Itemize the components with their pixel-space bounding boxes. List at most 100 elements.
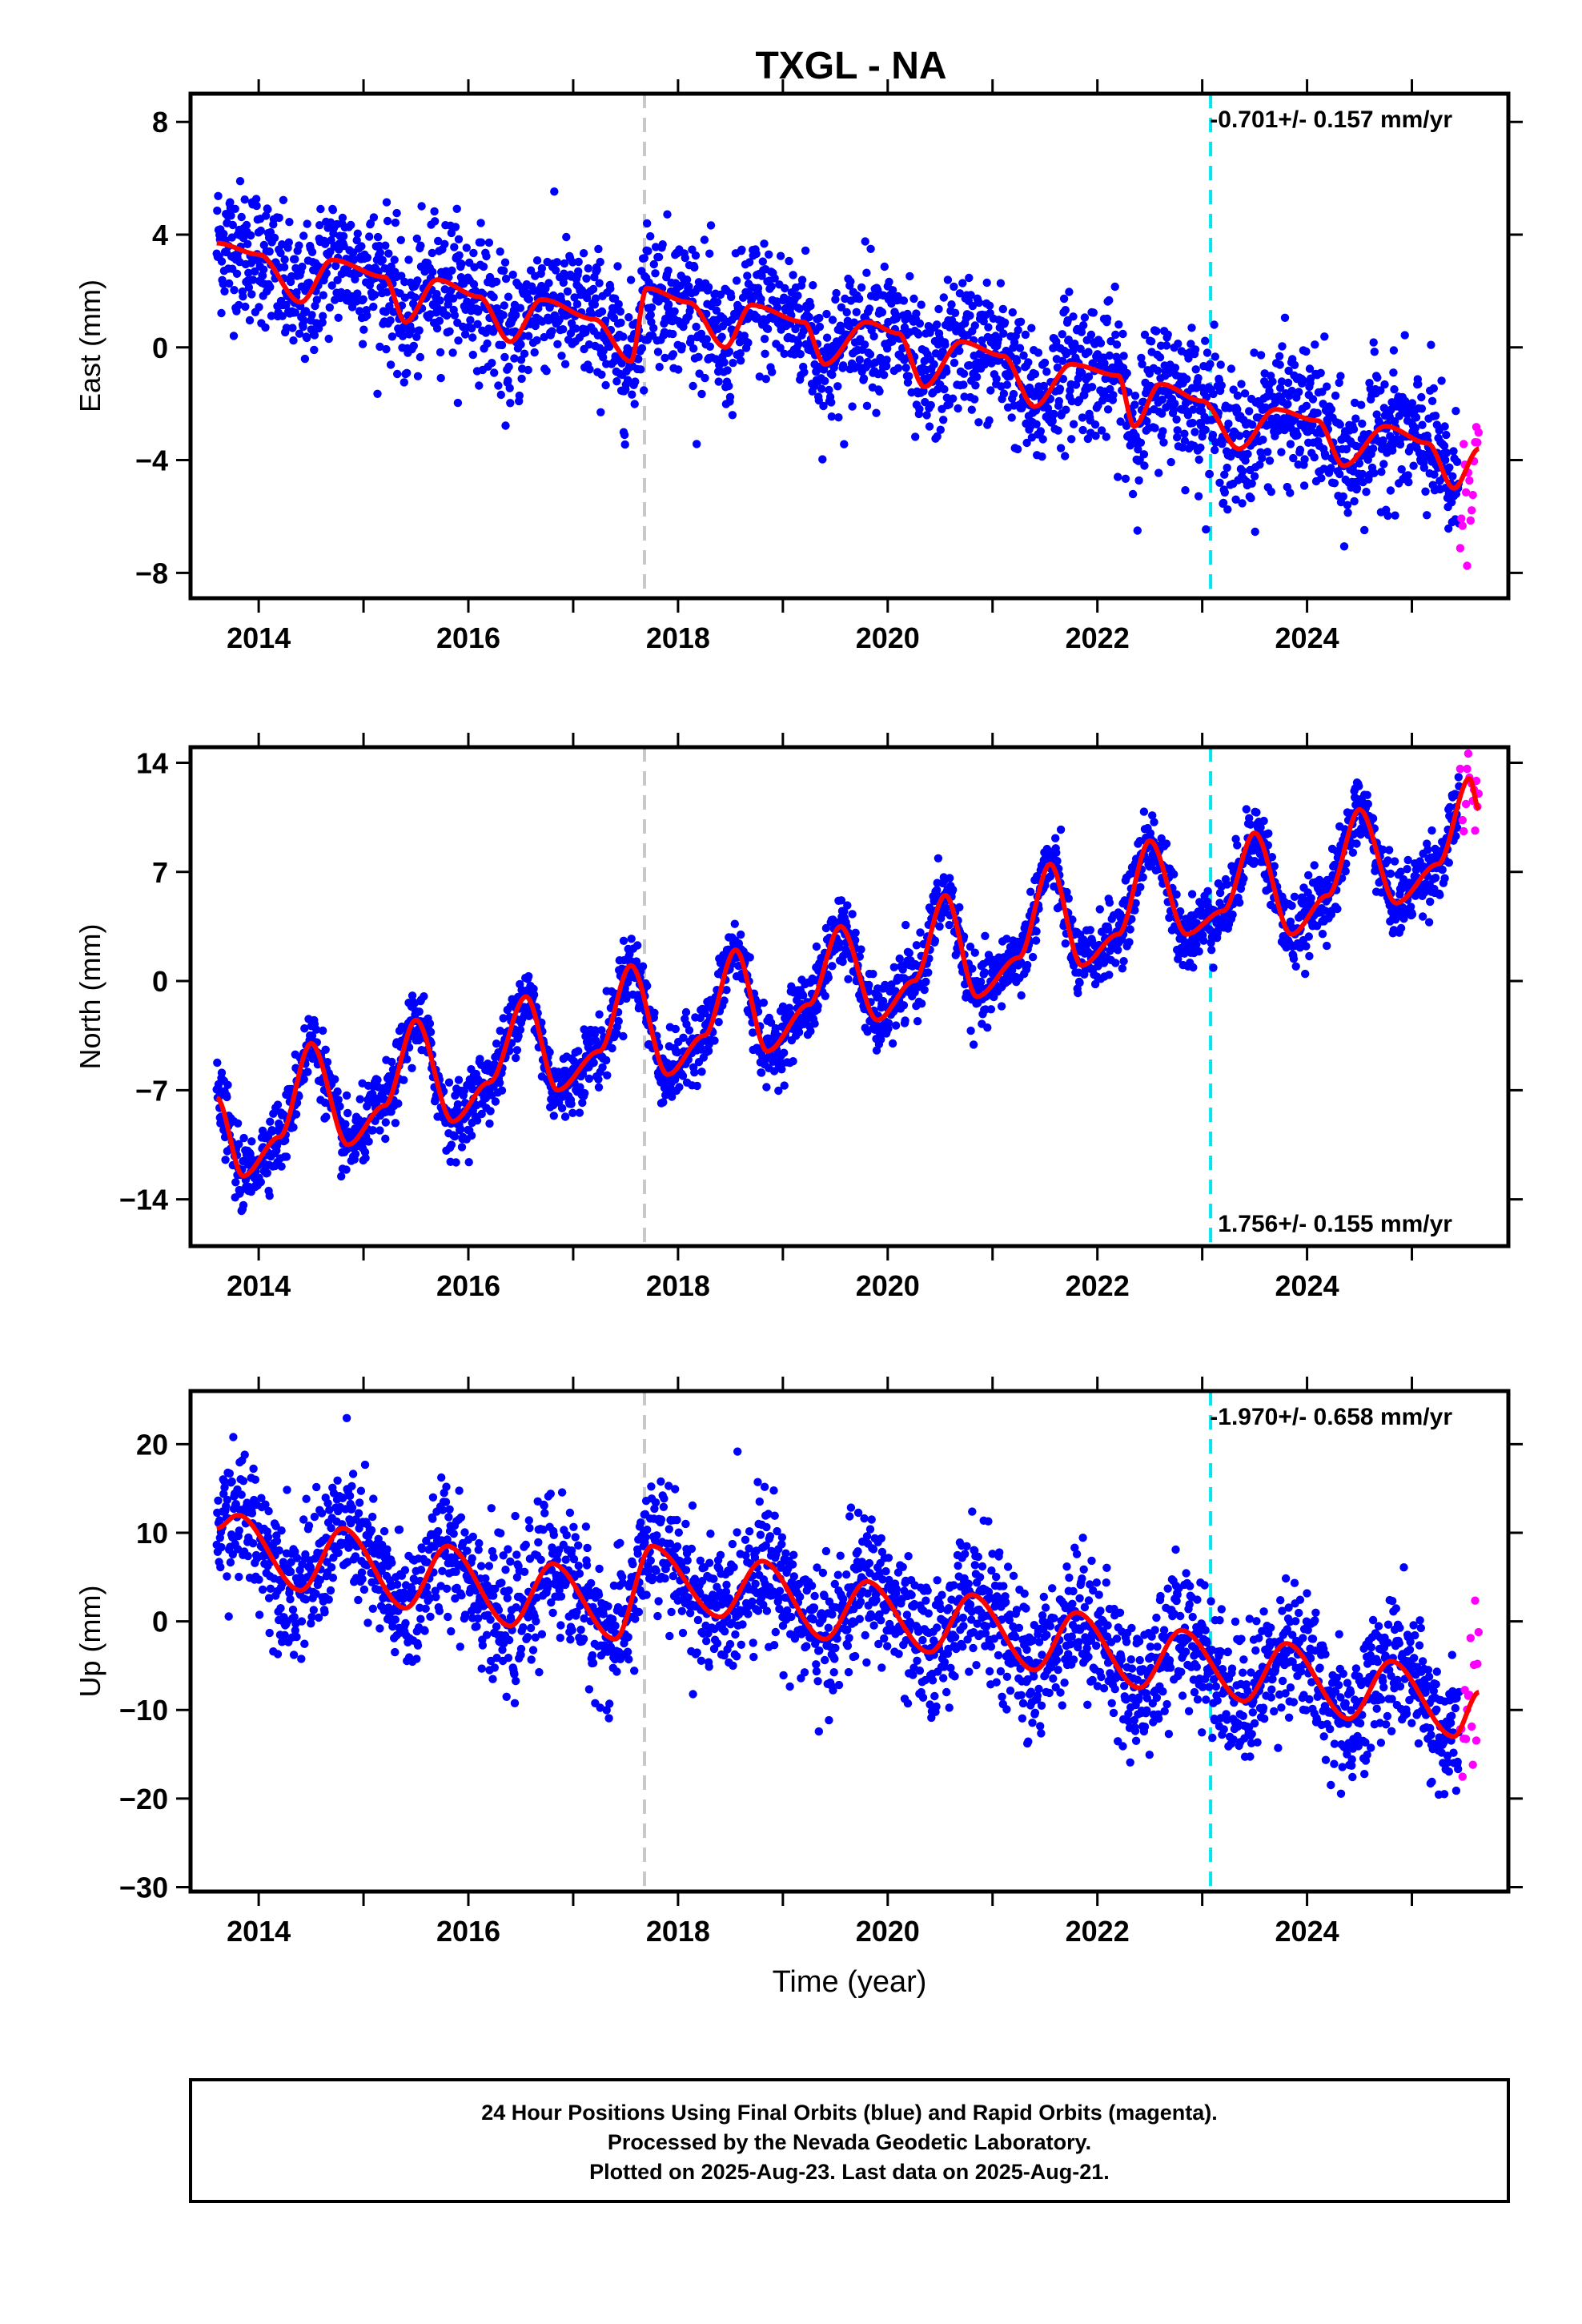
east-final-point bbox=[665, 300, 673, 309]
east-final-point bbox=[925, 422, 934, 431]
east-final-point bbox=[862, 268, 871, 277]
east-final-point bbox=[516, 304, 525, 312]
east-final-point bbox=[553, 340, 562, 348]
north-final-point bbox=[730, 919, 739, 928]
east-final-point bbox=[1019, 351, 1028, 360]
east-final-point bbox=[702, 335, 711, 344]
east-final-point bbox=[448, 348, 457, 357]
east-final-point bbox=[1105, 351, 1114, 360]
east-final-point bbox=[617, 359, 626, 368]
east-final-point bbox=[706, 221, 716, 230]
east-final-point bbox=[328, 206, 338, 215]
north-final-point bbox=[901, 1016, 909, 1025]
east-final-point bbox=[1111, 330, 1120, 340]
north-final-point bbox=[594, 1075, 603, 1084]
east-final-point bbox=[799, 327, 808, 336]
east-final-point bbox=[842, 308, 851, 317]
north-final-point bbox=[986, 1005, 996, 1014]
east-final-point bbox=[797, 275, 807, 284]
east-final-point bbox=[500, 301, 508, 310]
east-final-point bbox=[532, 256, 542, 265]
east-final-point bbox=[720, 358, 729, 367]
north-final-point bbox=[323, 1058, 332, 1067]
east-final-point bbox=[1351, 398, 1359, 408]
north-final-point bbox=[266, 1117, 275, 1126]
north-final-point bbox=[891, 1021, 901, 1030]
north-final-point bbox=[780, 1048, 789, 1057]
east-final-point bbox=[677, 342, 686, 351]
east-final-point bbox=[351, 275, 359, 283]
north-final-point bbox=[391, 1119, 400, 1128]
east-velocity-label: -0.701+/- 0.157 mm/yr bbox=[1210, 107, 1452, 133]
east-final-point bbox=[582, 274, 591, 283]
east-final-point bbox=[950, 282, 958, 292]
north-final-point bbox=[806, 1027, 815, 1035]
east-final-point bbox=[449, 294, 458, 303]
east-final-point bbox=[1012, 356, 1022, 365]
east-final-point bbox=[1302, 401, 1311, 410]
east-final-point bbox=[557, 352, 566, 360]
north-final-point bbox=[221, 1156, 230, 1164]
north-final-point bbox=[277, 1162, 286, 1171]
east-final-point bbox=[398, 332, 408, 340]
north-final-point bbox=[848, 910, 857, 919]
east-final-point bbox=[640, 254, 648, 263]
east-final-point bbox=[865, 304, 874, 313]
east-final-point bbox=[1429, 384, 1439, 393]
east-final-point bbox=[1259, 435, 1267, 444]
north-final-point bbox=[1162, 839, 1171, 848]
east-final-point bbox=[745, 258, 754, 267]
east-final-point bbox=[1122, 368, 1131, 378]
east-final-point bbox=[1316, 368, 1325, 377]
east-final-point bbox=[1349, 424, 1359, 434]
east-final-point bbox=[1097, 426, 1106, 435]
north-final-point bbox=[821, 991, 830, 1001]
east-final-point bbox=[649, 259, 658, 269]
north-final-point bbox=[810, 1019, 819, 1028]
east-final-point bbox=[1056, 444, 1066, 452]
north-final-point bbox=[388, 1065, 398, 1074]
east-final-point bbox=[1121, 474, 1130, 483]
east-final-point bbox=[232, 269, 242, 278]
east-final-point bbox=[1065, 287, 1074, 296]
north-final-point bbox=[1111, 959, 1120, 967]
east-final-point bbox=[1369, 338, 1378, 347]
east-final-point bbox=[584, 264, 592, 273]
east-final-point bbox=[467, 324, 476, 333]
east-final-point bbox=[370, 291, 379, 300]
east-final-point bbox=[428, 267, 437, 276]
east-final-point bbox=[551, 266, 560, 275]
east-final-point bbox=[413, 276, 422, 285]
east-final-point bbox=[933, 432, 942, 441]
east-final-point bbox=[430, 207, 439, 216]
east-final-point bbox=[289, 336, 298, 345]
north-final-point bbox=[1125, 938, 1134, 947]
east-final-point bbox=[1096, 339, 1106, 348]
east-final-point bbox=[304, 278, 314, 287]
north-final-point bbox=[720, 996, 729, 1005]
north-final-point bbox=[737, 930, 745, 939]
east-final-point bbox=[881, 362, 891, 371]
east-final-point bbox=[588, 310, 596, 319]
east-final-point bbox=[1302, 347, 1311, 356]
east-final-point bbox=[805, 312, 813, 322]
east-final-point bbox=[381, 241, 390, 250]
east-final-point bbox=[301, 307, 311, 316]
east-final-point bbox=[469, 248, 478, 258]
east-final-point bbox=[482, 251, 491, 261]
north-final-point bbox=[363, 1102, 371, 1111]
east-final-point bbox=[1319, 400, 1327, 408]
east-final-point bbox=[350, 255, 359, 264]
east-final-point bbox=[1155, 353, 1165, 362]
east-final-point bbox=[400, 378, 408, 387]
east-final-point bbox=[647, 303, 656, 312]
east-final-point bbox=[454, 336, 463, 345]
east-final-point bbox=[1383, 511, 1392, 521]
east-final-point bbox=[1146, 337, 1156, 346]
east-final-point bbox=[1009, 389, 1018, 399]
east-final-point bbox=[1335, 469, 1344, 479]
east-final-point bbox=[1427, 340, 1435, 349]
east-final-point bbox=[1358, 469, 1367, 479]
north-final-point bbox=[516, 1025, 525, 1035]
